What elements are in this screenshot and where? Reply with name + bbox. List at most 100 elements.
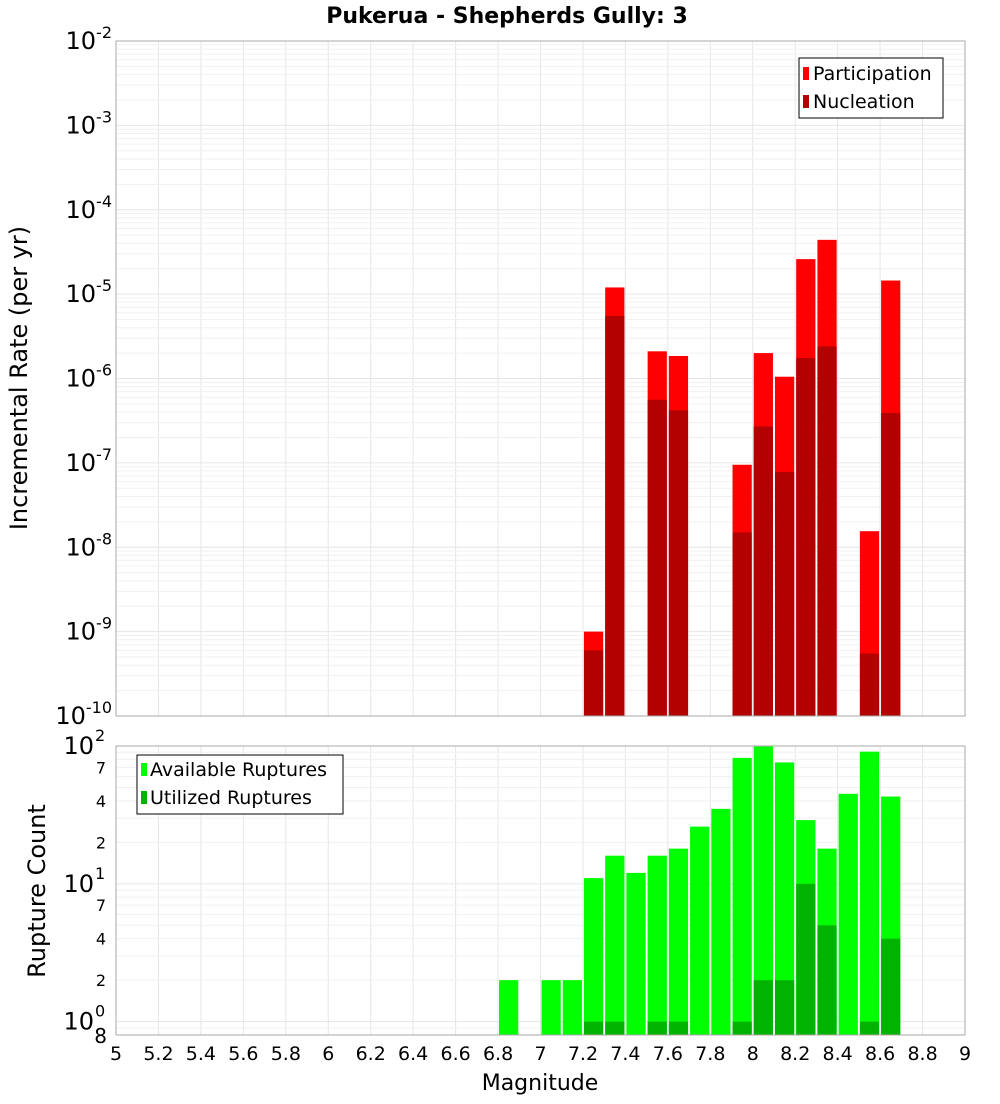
bottom-y-tick-exponent: 1 <box>95 864 105 883</box>
x-tick-label: 6.2 <box>356 1043 386 1065</box>
x-tick-label: 7 <box>534 1043 546 1065</box>
bar-available <box>583 878 604 1035</box>
bar-nucleation <box>647 399 667 716</box>
bottom-bars <box>499 746 901 1035</box>
bar-nucleation <box>774 471 795 716</box>
bar-utilized <box>774 980 795 1035</box>
x-tick-label: 6.8 <box>483 1043 513 1065</box>
x-tick-label: 6 <box>322 1043 334 1065</box>
top-y-tick-label: 10-8 <box>66 529 113 561</box>
x-tick-label: 9 <box>959 1043 971 1065</box>
bar-nucleation <box>668 410 689 716</box>
bottom-y-tick-major: 10 <box>63 732 94 760</box>
bottom-plot-frame <box>115 745 966 1036</box>
bottom-y-tick-minor: 7 <box>96 758 106 777</box>
x-tick-label: 8.2 <box>780 1043 810 1065</box>
legend-label-participation: Participation <box>813 63 932 85</box>
top-bars <box>583 239 901 716</box>
legend-swatch-participation <box>803 67 809 80</box>
x-tick-label: 6.6 <box>440 1043 470 1065</box>
bar-available <box>626 872 646 1035</box>
top-y-tick-label: 10-10 <box>55 698 112 730</box>
bottom-y-tick-minor: 4 <box>96 792 106 811</box>
bottom-y-tick-exponent: 2 <box>95 726 105 745</box>
bar-available <box>711 808 731 1035</box>
top-y-tick-label: 10-9 <box>66 614 113 646</box>
x-tick-label: 5.2 <box>143 1043 173 1065</box>
bar-utilized <box>647 1021 667 1035</box>
bottom-y-tick-exponent: 0 <box>95 1002 105 1021</box>
x-tick-label: 7.8 <box>695 1043 725 1065</box>
bar-available <box>732 757 752 1035</box>
bar-available <box>499 980 519 1035</box>
bar-available <box>668 848 689 1035</box>
top-legend: Participation Nucleation <box>798 57 944 119</box>
top-grid <box>115 41 966 717</box>
bar-available <box>859 751 880 1035</box>
bar-utilized <box>796 883 816 1035</box>
bar-available <box>774 762 795 1035</box>
bottom-legend: Available Ruptures Utilized Ruptures <box>136 754 344 815</box>
bar-nucleation <box>605 316 625 716</box>
bar-available <box>647 855 667 1035</box>
bar-available <box>541 980 561 1035</box>
bottom-y-tick-minor: 8 <box>94 1024 107 1048</box>
bottom-y-tick-minor: 4 <box>96 930 106 949</box>
top-y-tick-label: 10-6 <box>66 361 113 393</box>
bar-available <box>605 855 625 1035</box>
legend-swatch-available <box>141 763 147 776</box>
top-y-ticks: 10-10 10-9 10-8 10-7 10-6 10-5 10-4 10-3 10-2 <box>55 23 112 730</box>
x-tick-label: 7.6 <box>653 1043 683 1065</box>
bar-nucleation <box>817 346 837 716</box>
x-tick-label: 5.4 <box>186 1043 216 1065</box>
top-y-tick-label: 10-7 <box>66 445 113 477</box>
bar-nucleation <box>859 653 880 716</box>
bottom-y-tick-minor: 2 <box>96 971 106 990</box>
x-ticks: 5 5.2 5.4 5.6 5.8 6 6.2 6.4 6.6 6.8 7 7.2 7.4 7.6 7.8 8… <box>110 1043 971 1065</box>
bottom-y-tick-minor: 2 <box>96 833 106 852</box>
bar-utilized <box>732 1021 752 1035</box>
bar-utilized <box>605 1021 625 1035</box>
legend-swatch-utilized <box>141 791 147 804</box>
bar-nucleation <box>881 413 901 716</box>
bar-utilized <box>753 980 773 1035</box>
legend-label-available: Available Ruptures <box>150 759 327 781</box>
bottom-legend-box <box>136 754 344 815</box>
bar-available <box>690 826 710 1035</box>
bar-nucleation <box>753 426 773 716</box>
bottom-y-tick-minor: 7 <box>96 896 106 915</box>
x-tick-label: 8 <box>747 1043 759 1065</box>
x-tick-label: 5.6 <box>228 1043 258 1065</box>
top-y-axis-label: Incremental Rate (per yr) <box>5 226 33 530</box>
top-y-tick-label: 10-5 <box>66 276 113 308</box>
x-tick-label: 7.4 <box>610 1043 640 1065</box>
bottom-y-axis-label: Rupture Count <box>23 804 51 978</box>
bottom-y-tick-major: 10 <box>63 1008 94 1036</box>
x-tick-label: 5 <box>110 1043 122 1065</box>
top-y-tick-label: 10-2 <box>66 23 113 55</box>
x-tick-label: 7.2 <box>568 1043 598 1065</box>
x-tick-label: 6.4 <box>398 1043 428 1065</box>
x-tick-label: 8.8 <box>907 1043 937 1065</box>
bar-available <box>562 980 582 1035</box>
bar-utilized <box>859 1021 880 1035</box>
bar-utilized <box>583 1021 604 1035</box>
legend-swatch-nucleation <box>803 95 809 108</box>
bar-utilized <box>817 925 837 1035</box>
top-y-tick-label: 10-3 <box>66 107 113 139</box>
bar-nucleation <box>583 650 604 716</box>
bar-available <box>838 793 858 1035</box>
top-legend-box <box>798 57 944 119</box>
x-axis-label: Magnitude <box>482 1071 599 1096</box>
x-tick-label: 8.4 <box>823 1043 853 1065</box>
bar-nucleation <box>732 532 752 716</box>
x-tick-label: 8.6 <box>865 1043 895 1065</box>
chart-title: Pukerua - Shepherds Gully: 3 <box>326 4 688 29</box>
bar-utilized <box>881 938 901 1035</box>
bar-available <box>753 746 773 1035</box>
legend-label-nucleation: Nucleation <box>813 91 915 113</box>
bar-utilized <box>668 1021 689 1035</box>
